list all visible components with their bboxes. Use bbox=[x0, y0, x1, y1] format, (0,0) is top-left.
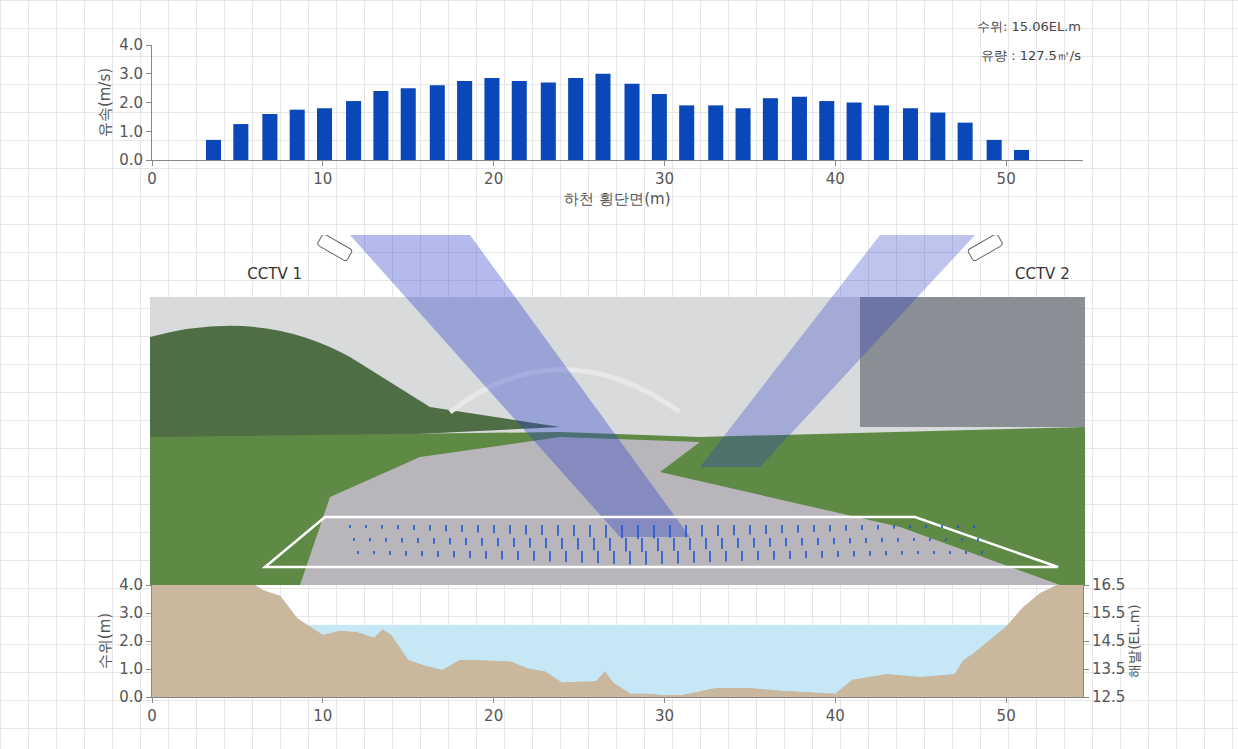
svg-text:10: 10 bbox=[313, 170, 332, 188]
svg-text:30: 30 bbox=[655, 170, 674, 188]
svg-text:2.0: 2.0 bbox=[119, 94, 143, 112]
svg-text:유량 : 127.5㎥/s: 유량 : 127.5㎥/s bbox=[981, 48, 1081, 63]
svg-text:유속(m/s): 유속(m/s) bbox=[96, 68, 114, 137]
svg-text:해발(EL.m): 해발(EL.m) bbox=[1126, 604, 1142, 678]
svg-text:16.5: 16.5 bbox=[1092, 576, 1125, 594]
svg-text:50: 50 bbox=[997, 170, 1016, 188]
svg-text:20: 20 bbox=[484, 707, 503, 725]
svg-text:10: 10 bbox=[313, 707, 332, 725]
svg-text:0.0: 0.0 bbox=[119, 688, 143, 706]
svg-text:2.0: 2.0 bbox=[119, 632, 143, 650]
svg-text:12.5: 12.5 bbox=[1092, 688, 1125, 706]
svg-text:13.5: 13.5 bbox=[1092, 660, 1125, 678]
svg-text:CCTV 2: CCTV 2 bbox=[1015, 265, 1070, 283]
svg-text:1.0: 1.0 bbox=[119, 123, 143, 141]
svg-text:30: 30 bbox=[655, 707, 674, 725]
svg-text:3.0: 3.0 bbox=[119, 604, 143, 622]
svg-text:15.5: 15.5 bbox=[1092, 604, 1125, 622]
svg-text:수위: 15.06EL.m: 수위: 15.06EL.m bbox=[977, 19, 1081, 34]
svg-text:40: 40 bbox=[826, 170, 845, 188]
svg-text:CCTV 1: CCTV 1 bbox=[247, 265, 302, 283]
svg-text:14.5: 14.5 bbox=[1092, 632, 1125, 650]
svg-text:50: 50 bbox=[997, 707, 1016, 725]
svg-text:1.0: 1.0 bbox=[119, 660, 143, 678]
svg-text:3.0: 3.0 bbox=[119, 65, 143, 83]
svg-text:하천 횡단면(m): 하천 횡단면(m) bbox=[564, 190, 670, 208]
svg-text:4.0: 4.0 bbox=[119, 36, 143, 54]
svg-text:40: 40 bbox=[826, 707, 845, 725]
svg-text:20: 20 bbox=[484, 170, 503, 188]
svg-text:수위(m): 수위(m) bbox=[96, 613, 114, 669]
svg-text:0: 0 bbox=[147, 707, 157, 725]
svg-text:0: 0 bbox=[147, 170, 157, 188]
svg-text:0.0: 0.0 bbox=[119, 151, 143, 169]
svg-text:4.0: 4.0 bbox=[119, 576, 143, 594]
